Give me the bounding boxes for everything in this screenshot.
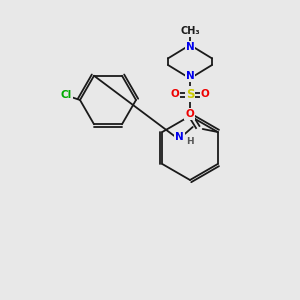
Text: O: O bbox=[171, 89, 179, 99]
Text: Cl: Cl bbox=[60, 90, 72, 100]
Text: N: N bbox=[186, 71, 194, 81]
Text: H: H bbox=[186, 137, 194, 146]
Text: N: N bbox=[175, 132, 184, 142]
Text: N: N bbox=[186, 42, 194, 52]
Text: S: S bbox=[186, 88, 194, 100]
Text: O: O bbox=[185, 109, 194, 119]
Text: O: O bbox=[201, 89, 209, 99]
Text: CH₃: CH₃ bbox=[180, 26, 200, 36]
